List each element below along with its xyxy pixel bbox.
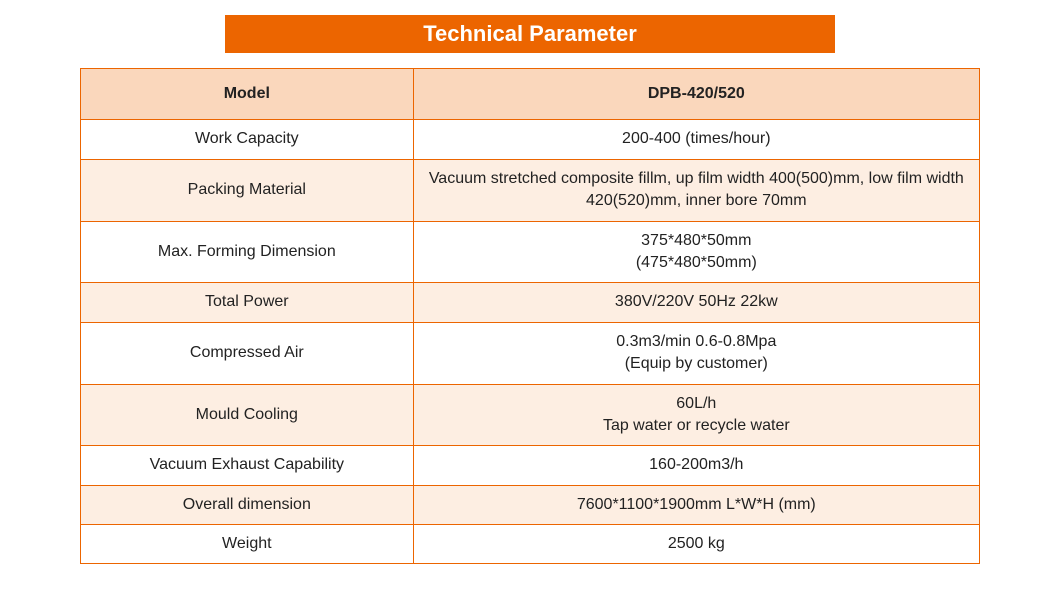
table-body: Work Capacity200-400 (times/hour)Packing…	[81, 120, 980, 564]
row-label: Mould Cooling	[81, 384, 414, 446]
row-label: Weight	[81, 525, 414, 564]
row-value: 375*480*50mm(475*480*50mm)	[413, 221, 979, 283]
row-value: 0.3m3/min 0.6-0.8Mpa(Equip by customer)	[413, 322, 979, 384]
table-row: Vacuum Exhaust Capability160-200m3/h	[81, 446, 980, 485]
row-label: Total Power	[81, 283, 414, 322]
table-row: Packing MaterialVacuum stretched composi…	[81, 159, 980, 221]
table-row: Max. Forming Dimension375*480*50mm(475*4…	[81, 221, 980, 283]
row-label: Overall dimension	[81, 485, 414, 524]
table-row: Overall dimension7600*1100*1900mm L*W*H …	[81, 485, 980, 524]
row-label: Packing Material	[81, 159, 414, 221]
row-label: Work Capacity	[81, 120, 414, 159]
row-value: 7600*1100*1900mm L*W*H (mm)	[413, 485, 979, 524]
table-header-row: Model DPB-420/520	[81, 69, 980, 120]
table-row: Total Power380V/220V 50Hz 22kw	[81, 283, 980, 322]
header-value: DPB-420/520	[413, 69, 979, 120]
row-value: 2500 kg	[413, 525, 979, 564]
row-value: 200-400 (times/hour)	[413, 120, 979, 159]
table-row: Mould Cooling60L/hTap water or recycle w…	[81, 384, 980, 446]
row-label: Compressed Air	[81, 322, 414, 384]
spec-table-container: Model DPB-420/520 Work Capacity200-400 (…	[80, 68, 980, 564]
table-row: Work Capacity200-400 (times/hour)	[81, 120, 980, 159]
row-value: 380V/220V 50Hz 22kw	[413, 283, 979, 322]
title-bar: Technical Parameter	[225, 15, 835, 53]
row-value: 160-200m3/h	[413, 446, 979, 485]
row-label: Vacuum Exhaust Capability	[81, 446, 414, 485]
row-value: Vacuum stretched composite fillm, up fil…	[413, 159, 979, 221]
table-row: Compressed Air0.3m3/min 0.6-0.8Mpa(Equip…	[81, 322, 980, 384]
spec-table: Model DPB-420/520 Work Capacity200-400 (…	[80, 68, 980, 564]
row-value: 60L/hTap water or recycle water	[413, 384, 979, 446]
header-model: Model	[81, 69, 414, 120]
table-row: Weight2500 kg	[81, 525, 980, 564]
row-label: Max. Forming Dimension	[81, 221, 414, 283]
